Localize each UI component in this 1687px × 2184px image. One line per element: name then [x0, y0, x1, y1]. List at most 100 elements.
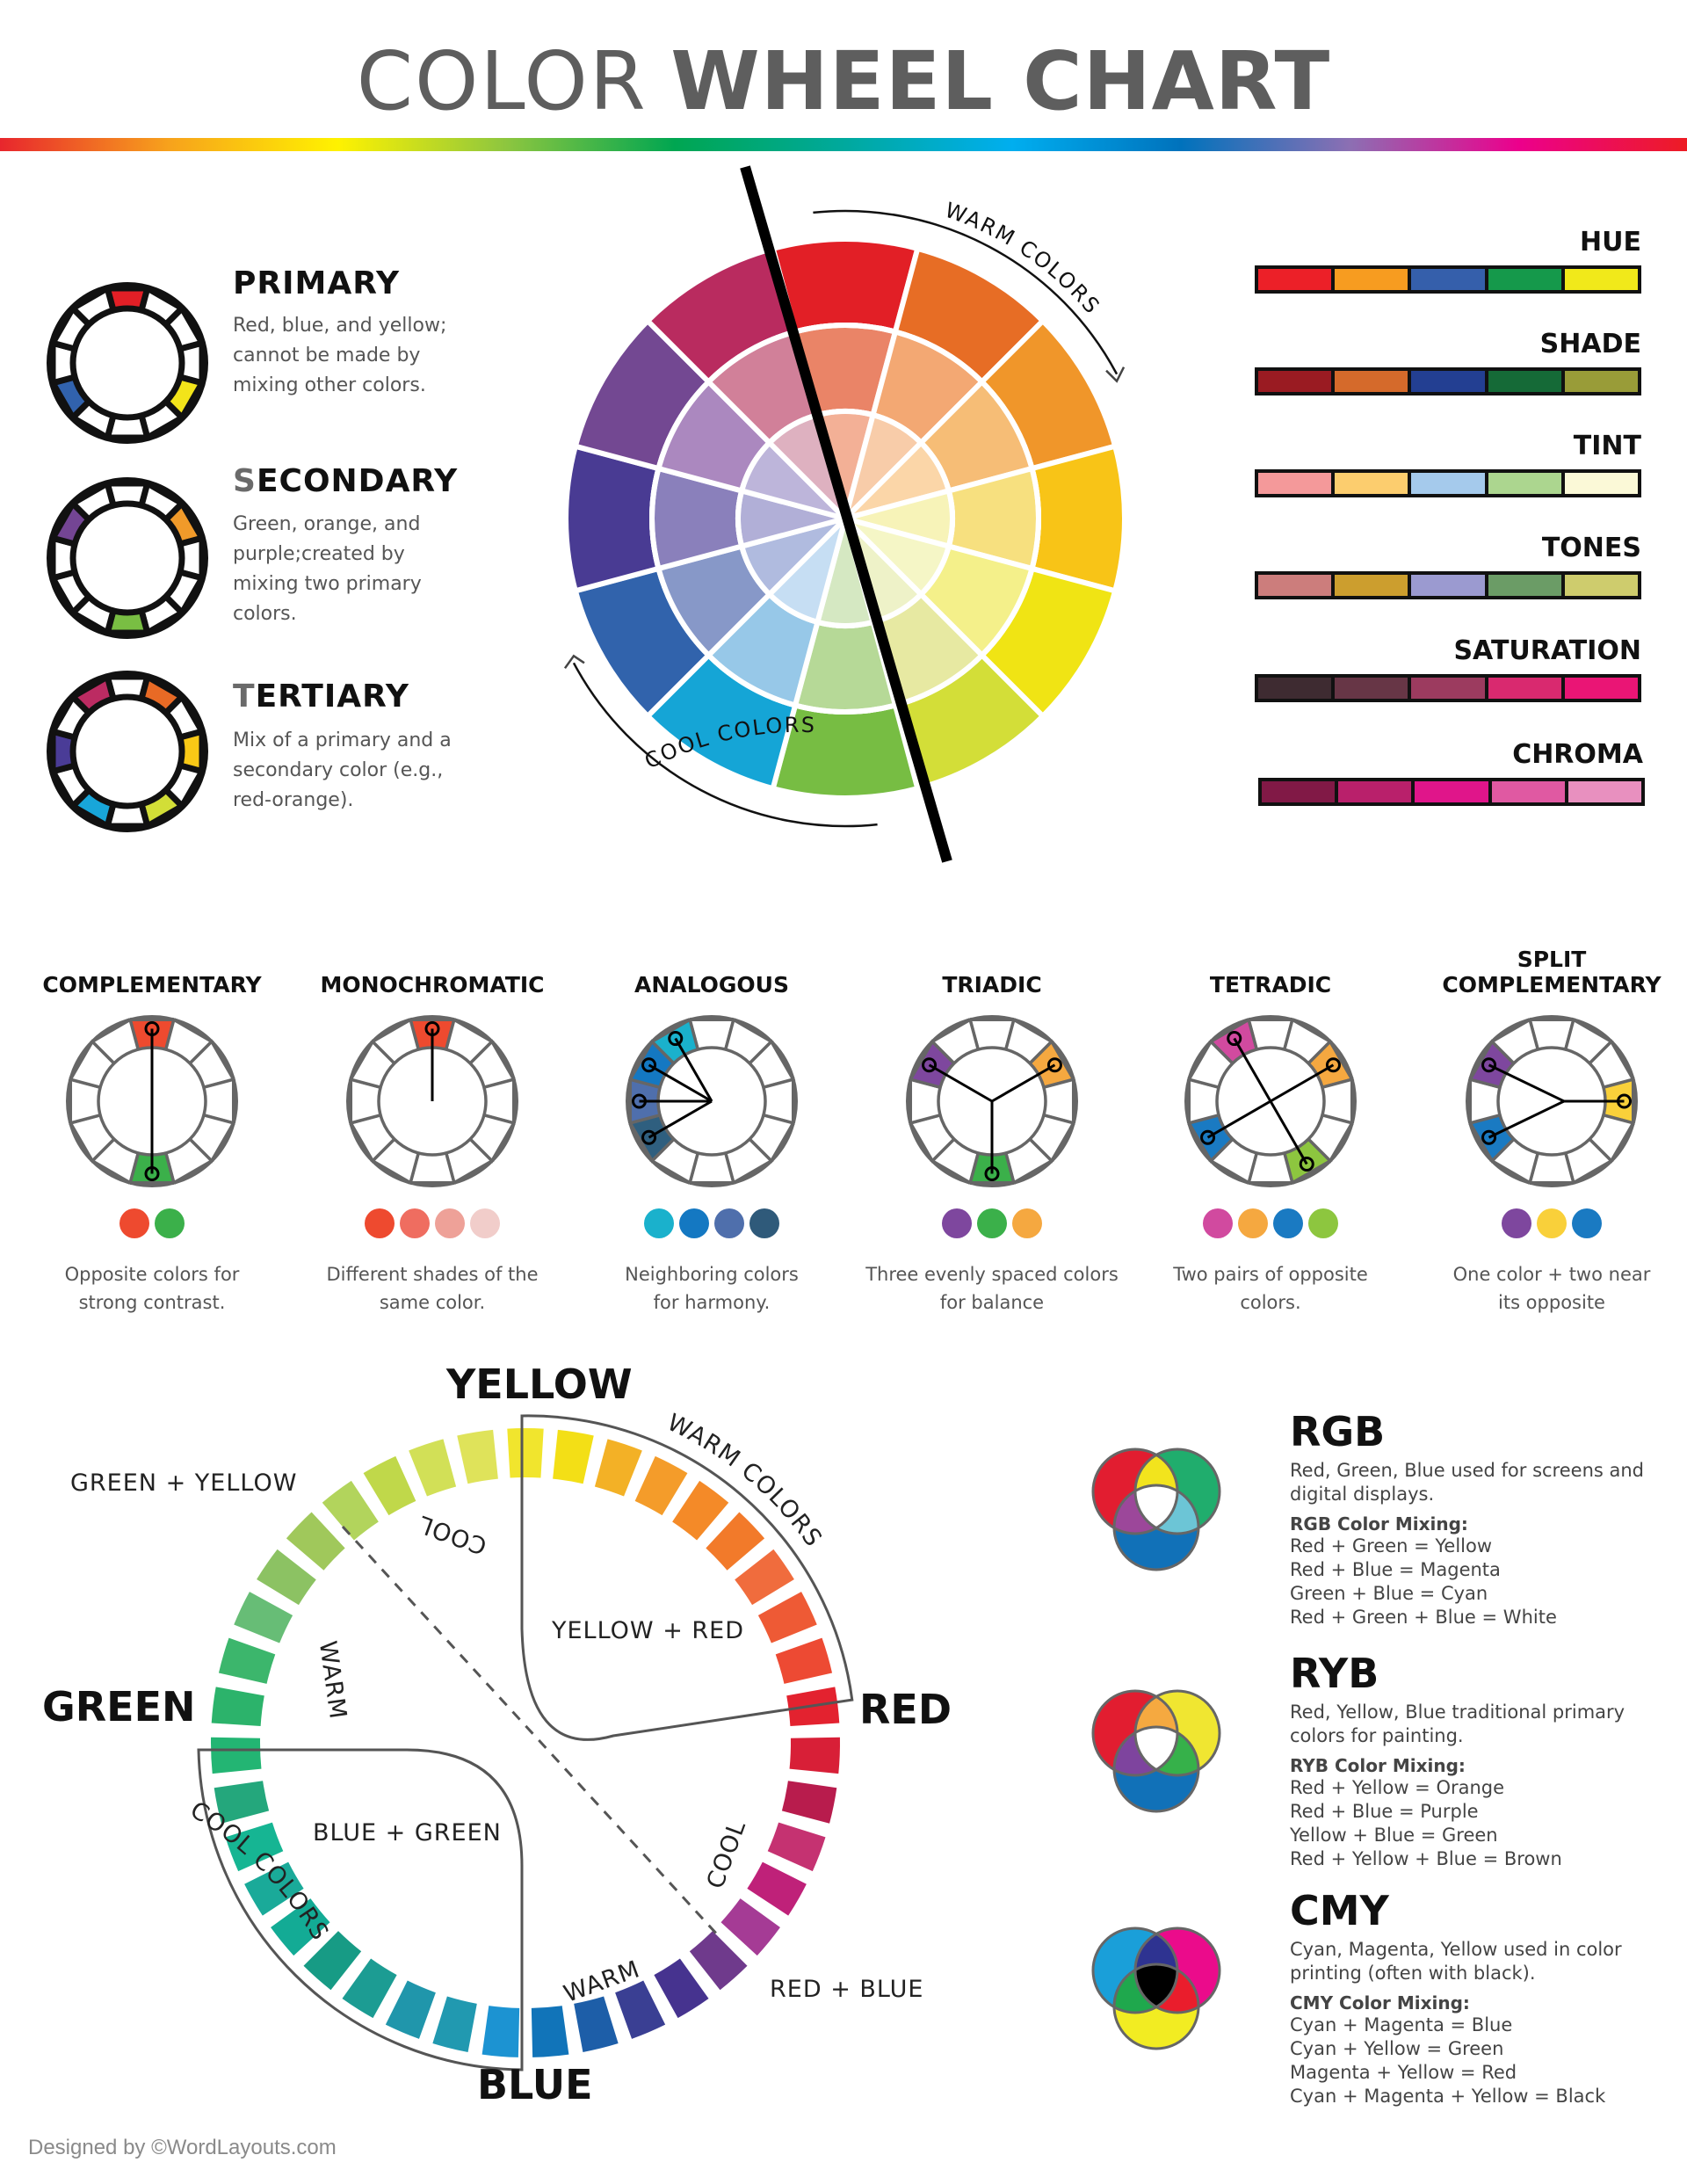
swatch-label-tones: TONES [1541, 533, 1641, 563]
harmony-title-0: COMPLEMENTARY [42, 972, 262, 998]
harmony-color-dot [470, 1208, 500, 1238]
tertiary-desc: Mix of a primary and a secondary color (… [233, 729, 452, 811]
wheel-segment [218, 1637, 276, 1684]
wheel-segment [363, 1455, 416, 1516]
swatch-color [1258, 473, 1332, 494]
wheel-segment [735, 1549, 794, 1606]
tertiary-title: TERTIARY [233, 678, 409, 715]
harmony-title-2: ANALOGOUS [634, 972, 789, 998]
venn-mix-rule: Red + Green = Yellow [1290, 1535, 1493, 1556]
warm-label-left: WARM [314, 1639, 351, 1721]
harmony-wheel-5 [1466, 1015, 1638, 1187]
wheel-segment [409, 1439, 457, 1497]
venn-rgb [1091, 1448, 1221, 1571]
wheel-segment [553, 1429, 594, 1484]
venn-mix-rule: Cyan + Magenta + Yellow = Black [1290, 2086, 1606, 2107]
cool-label-right: COOL [702, 1817, 752, 1892]
swatch-color [1262, 781, 1336, 802]
harmony-color-dot [714, 1208, 744, 1238]
swatch-bar-chroma [1258, 778, 1645, 806]
swatch-color [1335, 269, 1408, 290]
harmony-color-dot [977, 1208, 1007, 1238]
wheel-segment [286, 1512, 345, 1571]
venn-mix-title: RYB Color Mixing: [1290, 1755, 1466, 1776]
venn-desc: Cyan, Magenta, Yellow used in color prin… [1290, 1939, 1622, 1984]
venn-mix-rule: Red + Blue = Purple [1290, 1801, 1479, 1822]
wheel-segment [706, 1512, 765, 1571]
harmony-color-dot [155, 1208, 185, 1238]
swatch-color [1411, 473, 1485, 494]
venn-cmy [1091, 1926, 1221, 2050]
wheel-segment [322, 1480, 379, 1541]
harmony-color-dot [1273, 1208, 1303, 1238]
category-wheel-0 [47, 282, 208, 444]
cool-colors-label: COOL COLORS [185, 1796, 334, 1946]
swatch-color [1411, 371, 1485, 392]
swatch-color [1491, 781, 1565, 802]
wheel-segment [654, 1958, 709, 2019]
harmony-color-dot [679, 1208, 709, 1238]
wheel-segment [574, 1996, 619, 2052]
wheel-segment [720, 1898, 780, 1956]
harmony-color-dot [400, 1208, 430, 1238]
venn-ryb [1091, 1689, 1221, 1813]
harmony-color-dot [1012, 1208, 1042, 1238]
harmony-wheel-1 [346, 1015, 518, 1187]
swatch-label-chroma: CHROMA [1512, 739, 1643, 770]
swatch-color [1488, 575, 1561, 596]
harmony-title-5: SPLIT COMPLEMENTARY [1442, 947, 1662, 998]
wheel-segment [563, 443, 662, 594]
wheel-segment [594, 1439, 642, 1497]
wheel-segment [789, 1737, 840, 1774]
swatch-bar-shade [1255, 367, 1641, 395]
swatch-color [1564, 371, 1639, 392]
harmony-desc-1: Different shades of the same color. [326, 1264, 539, 1313]
footer-credit: Designed by ©WordLayouts.com [28, 2136, 337, 2159]
harmony-desc-5: One color + two near its opposite [1452, 1264, 1651, 1313]
harmony-color-dot [1203, 1208, 1233, 1238]
secondary-title: SECONDARY [233, 463, 459, 499]
swatch-color [1258, 371, 1332, 392]
harmony-color-dot [1238, 1208, 1268, 1238]
swatch-bar-saturation [1255, 674, 1641, 702]
wheel-segment [770, 236, 921, 336]
swatch-color [1258, 269, 1332, 290]
wheel-segment [672, 1480, 729, 1541]
cool-colors-outline [197, 1748, 524, 2072]
swatch-color [1335, 371, 1408, 392]
wheel-segment [257, 1549, 316, 1606]
swatch-color [1411, 269, 1485, 290]
venn-mix-rule: Red + Green + Blue = White [1290, 1607, 1557, 1628]
wheel-segment [615, 1980, 666, 2039]
harmony-title-1: MONOCHROMATIC [320, 972, 545, 998]
category-wheel-1 [47, 477, 208, 639]
swatch-label-saturation: SATURATION [1453, 635, 1641, 666]
wheel-segment [234, 1592, 293, 1643]
cool-label-top: COOL [415, 1510, 490, 1560]
venn-desc: Red, Yellow, Blue traditional primary co… [1290, 1701, 1625, 1746]
swatch-color [1335, 473, 1408, 494]
secondary-desc: Green, orange, and purple;created by mix… [233, 513, 422, 625]
venn-title: CMY [1290, 1887, 1389, 1934]
swatch-color [1411, 575, 1485, 596]
venn-mix-rule: Red + Yellow + Blue = Brown [1290, 1848, 1562, 1869]
label-yellow-red: YELLOW + RED [552, 1617, 745, 1644]
swatch-color [1568, 781, 1642, 802]
page-title: COLOR WHEEL CHART [0, 33, 1687, 130]
swatch-label-hue: HUE [1580, 227, 1641, 258]
venn-mix-rule: Red + Yellow = Orange [1290, 1777, 1505, 1798]
venn-title: RYB [1290, 1650, 1379, 1697]
swatch-color [1488, 473, 1561, 494]
venn-mix-rule: Green + Blue = Cyan [1290, 1583, 1488, 1604]
swatch-color [1564, 678, 1639, 699]
venn-mix-title: CMY Color Mixing: [1290, 1992, 1470, 2013]
wheel-segment [303, 1931, 362, 1991]
harmony-color-dot [365, 1208, 395, 1238]
swatch-color [1258, 575, 1332, 596]
swatch-bar-tones [1255, 571, 1641, 599]
swatch-color [1335, 678, 1408, 699]
harmony-wheel-2 [626, 1015, 798, 1187]
harmony-desc-2: Neighboring colors for harmony. [625, 1264, 799, 1313]
venn-mix-rule: Red + Blue = Magenta [1290, 1559, 1501, 1580]
rainbow-bar [0, 138, 1687, 151]
